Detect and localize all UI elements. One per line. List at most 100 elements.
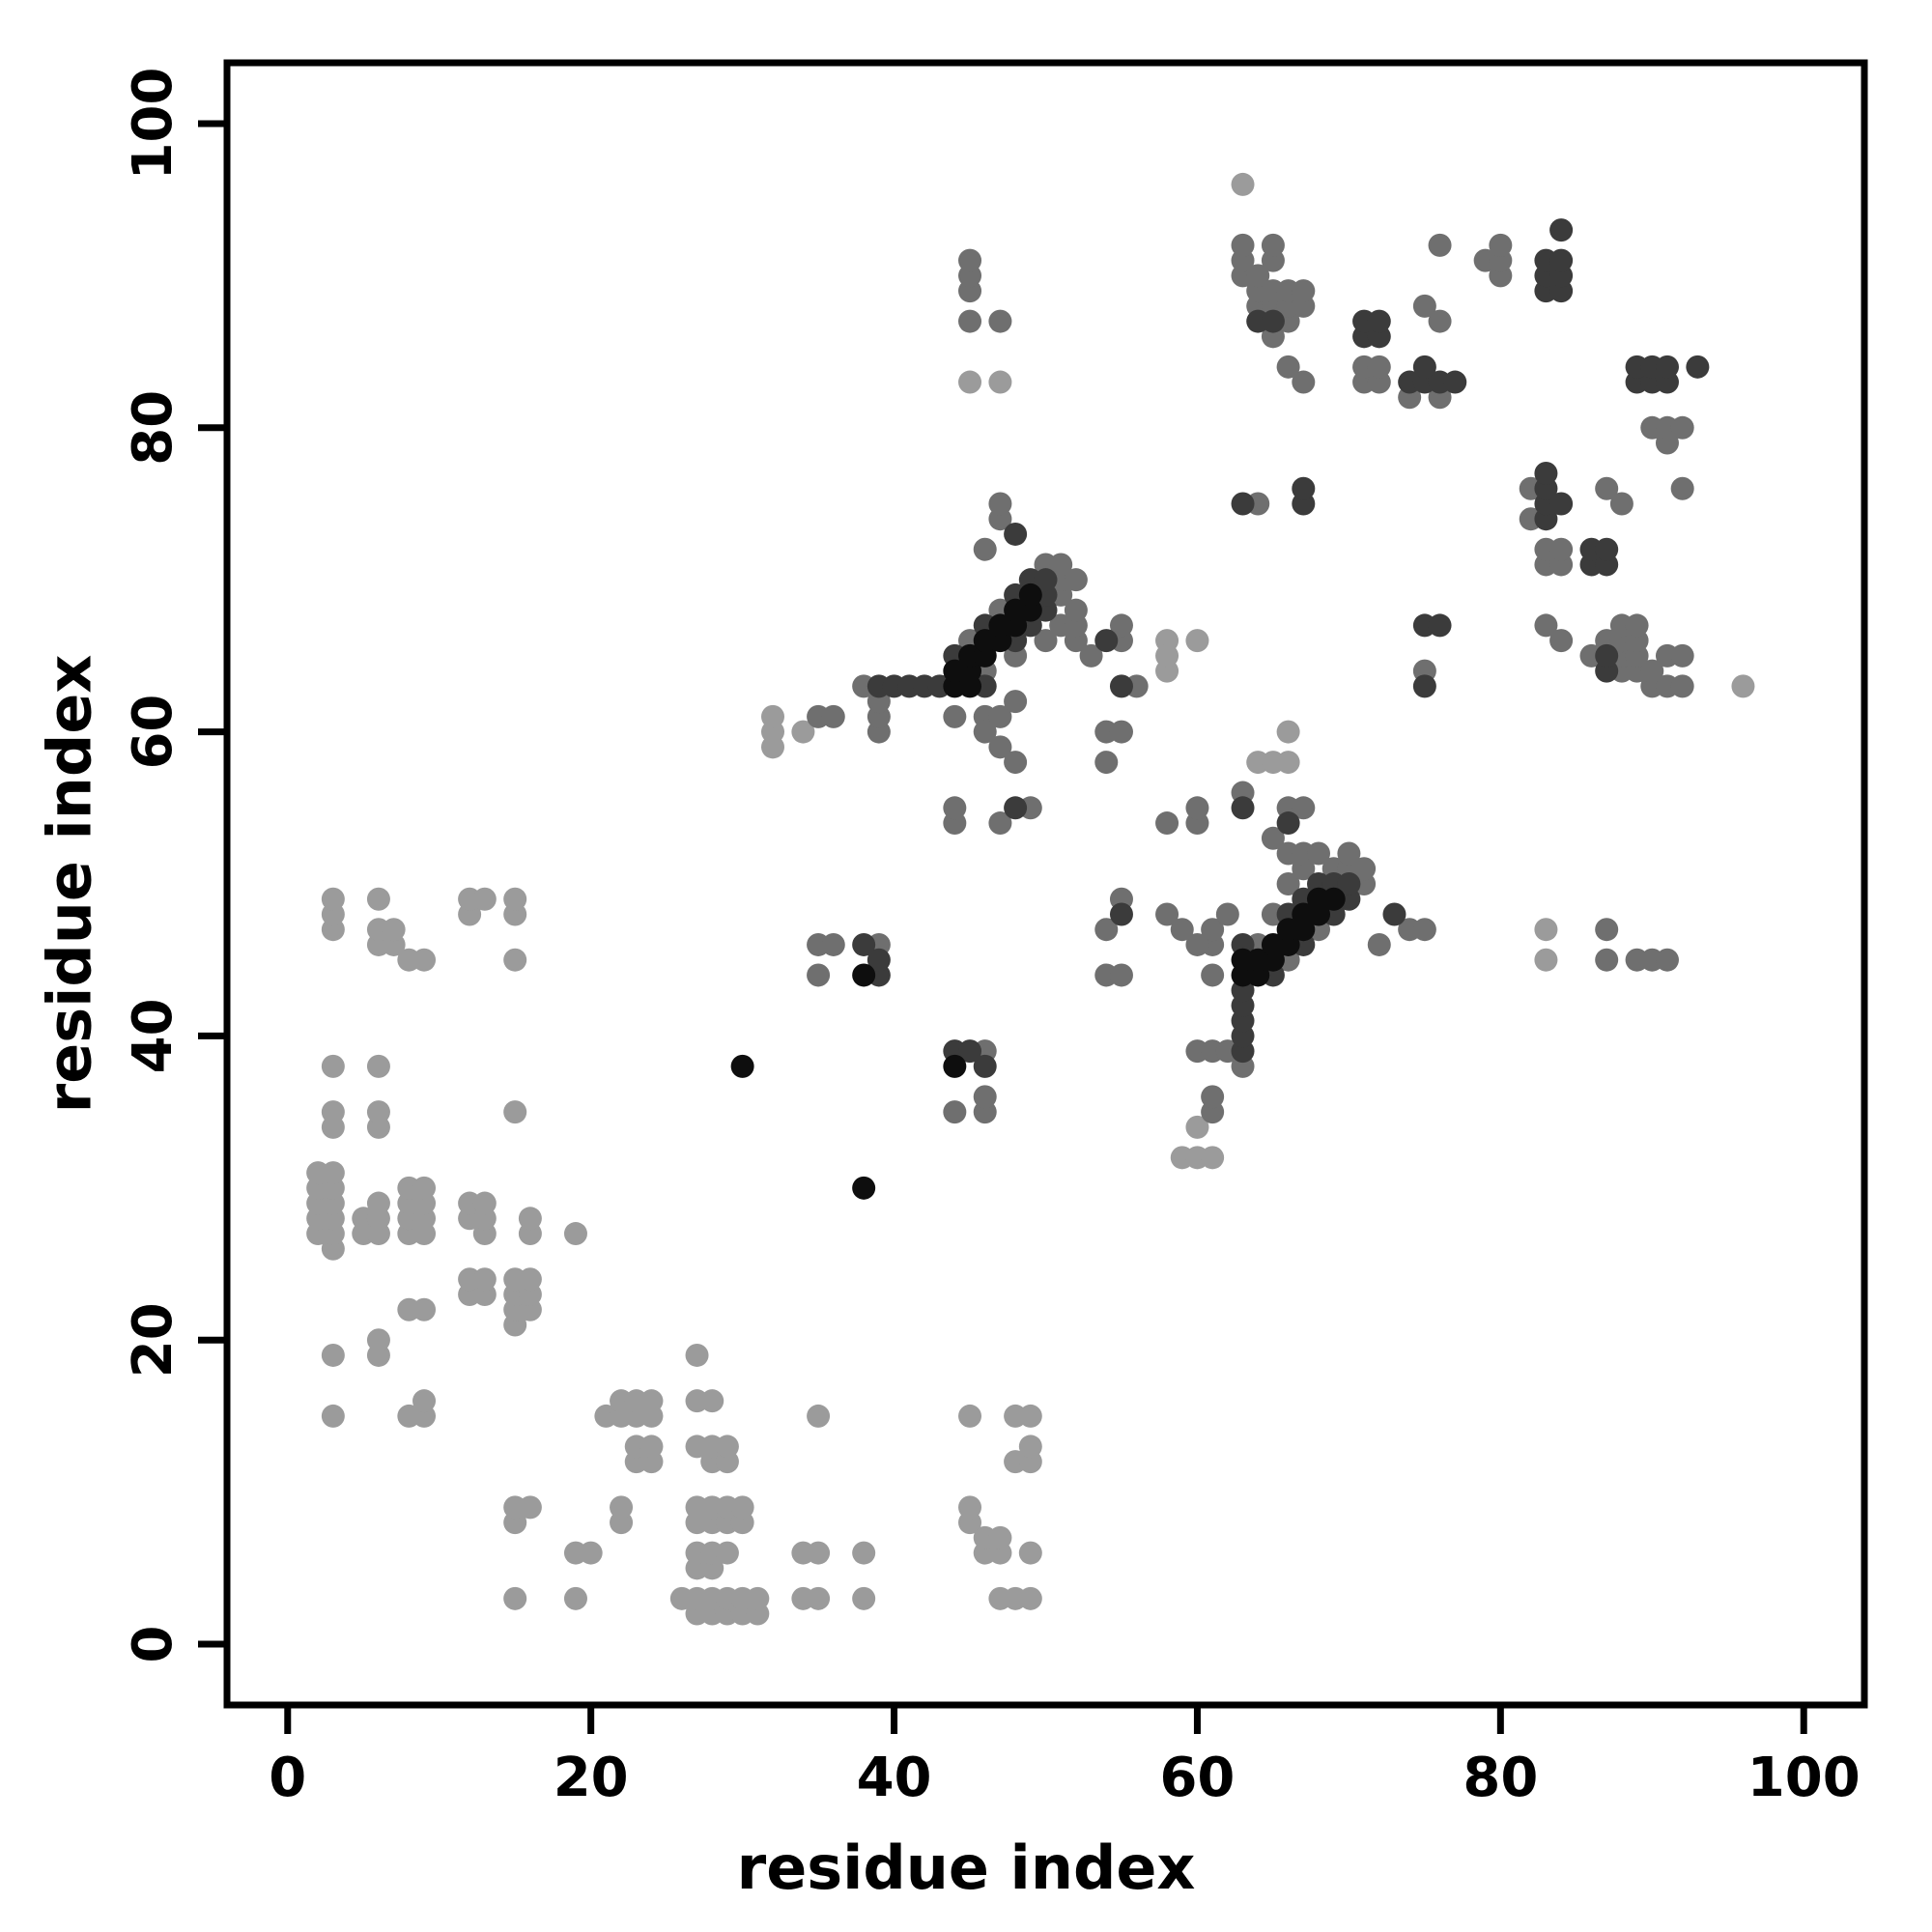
contact-dot [1686, 355, 1710, 379]
contact-dot [1549, 248, 1574, 272]
contact-dot [1655, 355, 1679, 379]
contact-dot [821, 932, 845, 956]
contact-dot [685, 1343, 709, 1367]
contact-dot [730, 1054, 754, 1078]
contact-dot [321, 1343, 345, 1367]
contact-dot [943, 1100, 967, 1124]
contact-dot [1549, 492, 1574, 516]
contact-dot [321, 1100, 345, 1124]
contact-dot [821, 704, 845, 728]
contact-dot [563, 1222, 587, 1246]
contact-dot [988, 1525, 1012, 1549]
contact-dot [1670, 643, 1694, 668]
contact-dot [730, 1495, 754, 1520]
contact-dot [503, 948, 527, 972]
contact-dot [1489, 233, 1513, 257]
contact-dot [1034, 568, 1058, 592]
contact-dot [715, 1435, 739, 1459]
contact-dot [988, 309, 1012, 333]
contact-dot [1595, 948, 1619, 972]
contact-dot [1367, 355, 1391, 379]
contact-dot [1185, 796, 1209, 820]
contact-dot [1367, 932, 1391, 956]
contact-dot [1201, 963, 1225, 987]
contact-dot [1094, 629, 1119, 653]
contact-dot [1337, 841, 1361, 866]
contact-dot [988, 370, 1012, 394]
contact-dot [1201, 1146, 1225, 1170]
contact-dot [943, 704, 967, 728]
y-tick-label: 40 [122, 998, 185, 1073]
contact-dot [503, 1586, 527, 1610]
contact-dot [1018, 1435, 1042, 1459]
contact-dot [1428, 233, 1452, 257]
contact-dot [1534, 462, 1558, 485]
contact-dot [1004, 522, 1028, 546]
contact-dot [1307, 841, 1330, 866]
contact-dot [1064, 598, 1088, 622]
contact-dot [518, 1267, 542, 1292]
contact-dot [1018, 1404, 1042, 1428]
contact-dot [412, 1389, 437, 1413]
contact-dot [958, 1039, 982, 1064]
contact-dot [1534, 918, 1558, 942]
contact-dot [1018, 1541, 1042, 1565]
contact-dot [1109, 613, 1133, 638]
contact-dot [791, 720, 815, 744]
contact-dot [852, 1176, 876, 1200]
contact-dot [1201, 918, 1225, 942]
contact-dot [1064, 568, 1088, 592]
contact-dot [807, 1586, 831, 1610]
contact-dot [1549, 537, 1574, 561]
contact-dot [1004, 751, 1028, 775]
contact-dot [1337, 872, 1361, 895]
contact-dot [1276, 811, 1300, 836]
contact-dot [1352, 857, 1377, 881]
contact-dot [1215, 902, 1239, 926]
contact-dot [1428, 309, 1452, 333]
contact-dot [761, 704, 784, 728]
contact-dot [1443, 370, 1467, 394]
contact-dot [852, 1586, 876, 1610]
contact-dot [1292, 370, 1316, 394]
contact-dot [1231, 233, 1255, 257]
contact-dot [1549, 218, 1574, 242]
contact-dot [366, 1100, 390, 1124]
contact-dot [639, 1389, 664, 1413]
contact-dot [943, 796, 967, 820]
contact-dot [1534, 948, 1558, 972]
contact-dot [1261, 826, 1285, 850]
x-tick-label: 100 [1747, 1747, 1861, 1809]
contact-dot [1731, 674, 1755, 698]
contact-dot [1079, 643, 1103, 668]
contact-dot [973, 1054, 997, 1078]
contact-dot [1109, 674, 1133, 698]
contact-dot [852, 932, 876, 956]
contact-dot [412, 948, 437, 972]
contact-dot [610, 1495, 634, 1520]
contact-dot [746, 1586, 770, 1610]
x-tick-label: 60 [1159, 1747, 1235, 1809]
contact-dot [973, 537, 997, 561]
contact-dot [1034, 629, 1058, 653]
contact-dot [366, 1328, 390, 1352]
contact-dot [1428, 613, 1452, 638]
contact-dot [639, 1435, 664, 1459]
contact-dot [1109, 720, 1133, 744]
contact-dot [1595, 537, 1619, 561]
contact-dot [503, 887, 527, 911]
contact-dot [1670, 476, 1694, 500]
contact-dot [518, 1207, 542, 1231]
contact-dot [1276, 872, 1300, 895]
contact-dot [973, 1085, 997, 1109]
contact-dot [988, 704, 1012, 728]
contact-dot [1292, 796, 1316, 820]
contact-dot [867, 948, 891, 972]
contact-dot [715, 1541, 739, 1565]
contact-dot [1625, 613, 1649, 638]
contact-dot [1609, 492, 1634, 516]
contact-dot [518, 1495, 542, 1520]
contact-dot [472, 1191, 497, 1215]
contact-dot [1276, 720, 1300, 744]
contact-dot [1185, 629, 1209, 653]
